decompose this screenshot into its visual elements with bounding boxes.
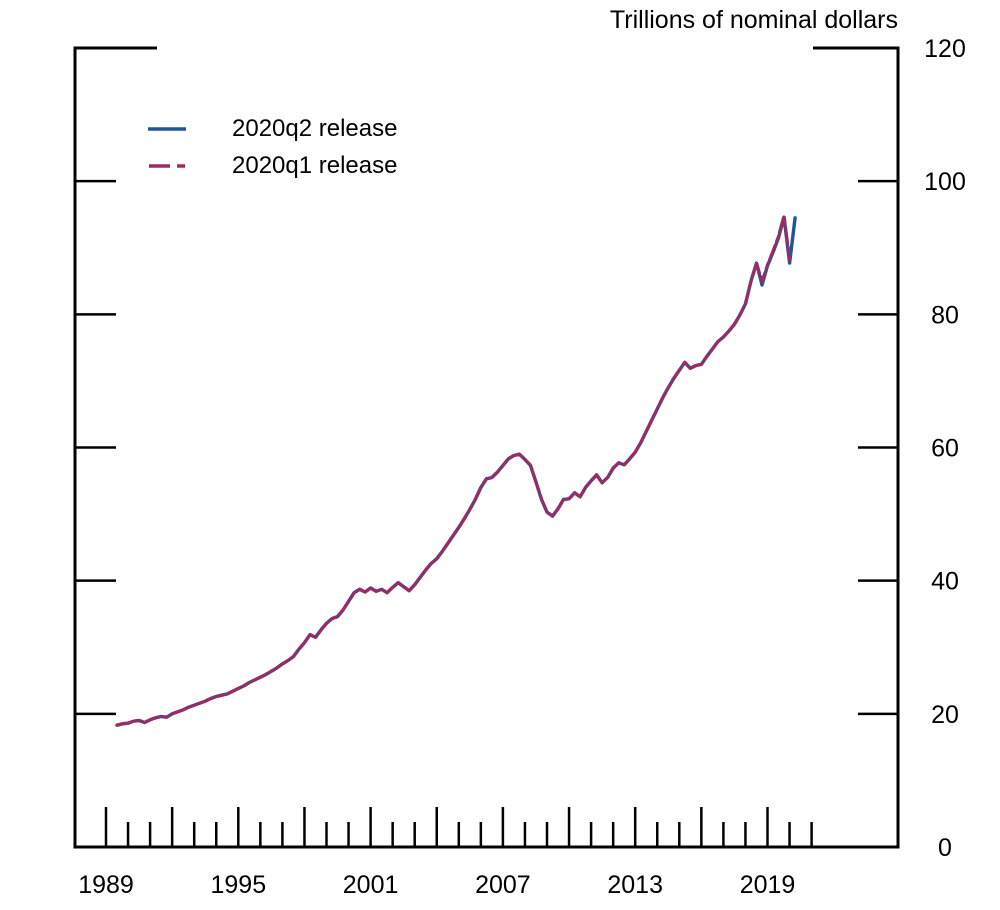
legend-item-2020q2: 2020q2 release — [148, 110, 397, 147]
y-tick-label: 0 — [938, 834, 952, 862]
x-tick-label: 1995 — [210, 871, 266, 899]
legend-label-2020q2: 2020q2 release — [232, 114, 398, 142]
y-tick-label: 60 — [931, 435, 959, 463]
series-line-2020q2-release — [115, 215, 797, 727]
y-tick-label: 40 — [931, 568, 959, 596]
y-tick-label: 100 — [924, 168, 966, 196]
x-tick-label: 2013 — [607, 871, 663, 899]
plot-frame — [73, 46, 900, 849]
y-tick-label: 80 — [931, 301, 959, 329]
x-tick-label: 2019 — [740, 871, 796, 899]
y-tick-label: 120 — [924, 35, 966, 63]
legend-line-dashed-icon — [149, 163, 185, 168]
x-tick-label: 2007 — [475, 871, 531, 899]
legend-label-2020q1: 2020q1 release — [232, 151, 398, 179]
legend: 2020q2 release 2020q1 release — [148, 110, 397, 184]
legend-line-solid-icon — [148, 126, 186, 131]
legend-item-2020q1: 2020q1 release — [148, 147, 397, 184]
y-axis-unit-title: Trillions of nominal dollars — [609, 6, 898, 34]
y-tick-label: 20 — [931, 701, 959, 729]
x-tick-label: 1989 — [78, 871, 134, 899]
x-tick-label: 2001 — [343, 871, 399, 899]
series-line-2020q1-release — [115, 214, 792, 727]
